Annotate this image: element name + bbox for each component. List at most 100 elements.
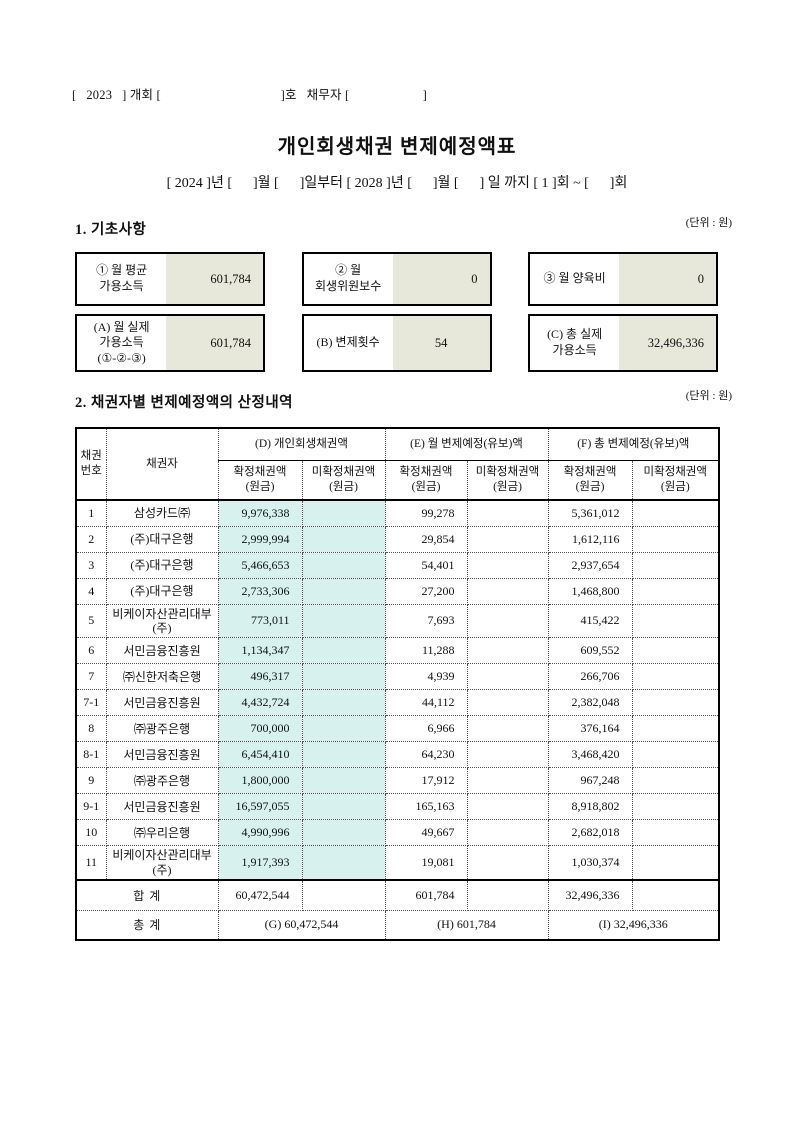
f-confirmed-cell: 8,918,802 bbox=[547, 793, 633, 821]
f-confirmed-cell: 2,682,018 bbox=[547, 819, 633, 847]
e-confirmed-cell: 7,693 bbox=[384, 603, 468, 639]
table-row: 7-1 서민금융진흥원 4,432,724 44,112 2,382,048 bbox=[75, 689, 720, 717]
box-value: 0 bbox=[392, 254, 490, 304]
e-unconfirmed-cell bbox=[466, 577, 549, 605]
f-confirmed-cell: 609,552 bbox=[547, 637, 633, 665]
box-total-actual-income: (C) 총 실제 가용소득 32,496,336 bbox=[528, 314, 718, 372]
box-label: (C) 총 실제 가용소득 bbox=[547, 327, 603, 357]
section2-heading: 2. 채권자별 변제예정액의 산정내역 bbox=[75, 395, 294, 411]
subtotal-e-unconfirmed bbox=[466, 879, 549, 911]
basic-info-row-1: ① 월 평균 가용소득 601,784 ② 월 회생위원보수 0 ③ 월 양육비… bbox=[75, 252, 718, 306]
e-confirmed-cell: 29,854 bbox=[384, 525, 468, 553]
e-confirmed-cell: 64,230 bbox=[384, 741, 468, 769]
creditor-no-cell: 4 bbox=[75, 577, 107, 605]
e-confirmed-cell: 44,112 bbox=[384, 689, 468, 717]
d-unconfirmed-cell bbox=[301, 551, 386, 579]
table-row: 9 ㈜광주은행 1,800,000 17,912 967,248 bbox=[75, 767, 720, 795]
e-unconfirmed-cell bbox=[466, 637, 549, 665]
section1-unit-label: (단위 : 원) bbox=[685, 217, 732, 229]
col-header-d-confirmed: 확정채권액 (원금) bbox=[217, 459, 303, 501]
table-row: 5 비케이자산관리대부 (주) 773,011 7,693 415,422 bbox=[75, 603, 720, 639]
e-unconfirmed-cell bbox=[466, 741, 549, 769]
e-unconfirmed-cell bbox=[466, 715, 549, 743]
box-value: 54 bbox=[392, 316, 490, 370]
box-label: ① 월 평균 가용소득 bbox=[96, 263, 148, 293]
f-confirmed-cell: 2,382,048 bbox=[547, 689, 633, 717]
e-unconfirmed-cell bbox=[466, 663, 549, 691]
creditor-name-cell: 서민금융진흥원 bbox=[105, 793, 219, 821]
f-unconfirmed-cell bbox=[631, 525, 720, 553]
section2-unit-label: (단위 : 원) bbox=[685, 390, 732, 402]
creditor-name-cell: 서민금융진흥원 bbox=[105, 637, 219, 665]
table-row: 11 비케이자산관리대부 (주) 1,917,393 19,081 1,030,374 bbox=[75, 845, 720, 881]
d-confirmed-cell: 2,999,994 bbox=[217, 525, 303, 553]
creditor-name-cell: 서민금융진흥원 bbox=[105, 741, 219, 769]
table-row: 6 서민금융진흥원 1,134,347 11,288 609,552 bbox=[75, 637, 720, 665]
f-unconfirmed-cell bbox=[631, 793, 720, 821]
creditor-no-cell: 1 bbox=[75, 499, 107, 527]
creditor-name-cell: ㈜광주은행 bbox=[105, 715, 219, 743]
grand-total-f: (I) 32,496,336 bbox=[547, 909, 720, 941]
f-unconfirmed-cell bbox=[631, 663, 720, 691]
creditor-no-cell: 9-1 bbox=[75, 793, 107, 821]
e-confirmed-cell: 99,278 bbox=[384, 499, 468, 527]
section1-heading: 1. 기초사항 bbox=[75, 222, 147, 238]
creditor-name-cell: 서민금융진흥원 bbox=[105, 689, 219, 717]
f-unconfirmed-cell bbox=[631, 637, 720, 665]
e-unconfirmed-cell bbox=[466, 845, 549, 881]
d-unconfirmed-cell bbox=[301, 525, 386, 553]
f-confirmed-cell: 1,468,800 bbox=[547, 577, 633, 605]
f-unconfirmed-cell bbox=[631, 741, 720, 769]
e-confirmed-cell: 27,200 bbox=[384, 577, 468, 605]
case-number-line: [ 2023 ] 개회 [ ]호 채무자 [ ] bbox=[72, 88, 427, 102]
f-unconfirmed-cell bbox=[631, 499, 720, 527]
creditor-name-cell: 비케이자산관리대부 (주) bbox=[105, 845, 219, 881]
d-confirmed-cell: 700,000 bbox=[217, 715, 303, 743]
f-unconfirmed-cell bbox=[631, 577, 720, 605]
d-unconfirmed-cell bbox=[301, 767, 386, 795]
box-label: (B) 변제횟수 bbox=[316, 335, 380, 350]
col-header-creditor-no: 채권 번호 bbox=[75, 427, 107, 501]
box-value: 0 bbox=[619, 254, 716, 304]
d-confirmed-cell: 496,317 bbox=[217, 663, 303, 691]
creditor-name-cell: ㈜광주은행 bbox=[105, 767, 219, 795]
d-confirmed-cell: 5,466,653 bbox=[217, 551, 303, 579]
grand-total-row: 총 계 (G) 60,472,544 (H) 601,784 (I) 32,49… bbox=[75, 909, 720, 941]
table-row: 8-1 서민금융진흥원 6,454,410 64,230 3,468,420 bbox=[75, 741, 720, 769]
f-confirmed-cell: 1,612,116 bbox=[547, 525, 633, 553]
repayment-period-line: [ 2024 ]년 [ ]월 [ ]일부터 [ 2028 ]년 [ ]월 [ ]… bbox=[166, 176, 628, 191]
creditor-name-cell: 비케이자산관리대부 (주) bbox=[105, 603, 219, 639]
f-confirmed-cell: 415,422 bbox=[547, 603, 633, 639]
subtotal-row: 합 계 60,472,544 601,784 32,496,336 bbox=[75, 879, 720, 911]
creditor-no-cell: 7 bbox=[75, 663, 107, 691]
col-header-f-unconfirmed: 미확정채권액 (원금) bbox=[631, 459, 720, 501]
f-confirmed-cell: 376,164 bbox=[547, 715, 633, 743]
col-group-e: (E) 월 변제예정(유보)액 bbox=[384, 427, 549, 461]
basic-info-row-2: (A) 월 실제 가용소득 (①-②-③) 601,784 (B) 변제횟수 5… bbox=[75, 314, 718, 372]
d-unconfirmed-cell bbox=[301, 603, 386, 639]
box-label: (A) 월 실제 가용소득 (①-②-③) bbox=[93, 319, 150, 365]
d-unconfirmed-cell bbox=[301, 663, 386, 691]
f-confirmed-cell: 5,361,012 bbox=[547, 499, 633, 527]
creditor-no-cell: 3 bbox=[75, 551, 107, 579]
creditor-name-cell: (주)대구은행 bbox=[105, 577, 219, 605]
creditor-repayment-table: 채권 번호 채권자 (D) 개인회생채권액 (E) 월 변제예정(유보)액 (F… bbox=[75, 427, 721, 942]
f-unconfirmed-cell bbox=[631, 715, 720, 743]
creditor-no-cell: 11 bbox=[75, 845, 107, 881]
d-confirmed-cell: 1,134,347 bbox=[217, 637, 303, 665]
e-confirmed-cell: 6,966 bbox=[384, 715, 468, 743]
box-actual-monthly-income: (A) 월 실제 가용소득 (①-②-③) 601,784 bbox=[75, 314, 265, 372]
e-unconfirmed-cell bbox=[466, 767, 549, 795]
col-group-f: (F) 총 변제예정(유보)액 bbox=[547, 427, 720, 461]
e-confirmed-cell: 165,163 bbox=[384, 793, 468, 821]
e-unconfirmed-cell bbox=[466, 525, 549, 553]
creditor-table-wrap: 채권 번호 채권자 (D) 개인회생채권액 (E) 월 변제예정(유보)액 (F… bbox=[75, 427, 721, 942]
col-header-e-unconfirmed: 미확정채권액 (원금) bbox=[466, 459, 549, 501]
box-value: 32,496,336 bbox=[619, 316, 716, 370]
d-unconfirmed-cell bbox=[301, 793, 386, 821]
table-row: 10 ㈜우리은행 4,990,996 49,667 2,682,018 bbox=[75, 819, 720, 847]
col-header-d-unconfirmed: 미확정채권액 (원금) bbox=[301, 459, 386, 501]
creditor-name-cell: ㈜우리은행 bbox=[105, 819, 219, 847]
d-unconfirmed-cell bbox=[301, 577, 386, 605]
creditor-no-cell: 8-1 bbox=[75, 741, 107, 769]
